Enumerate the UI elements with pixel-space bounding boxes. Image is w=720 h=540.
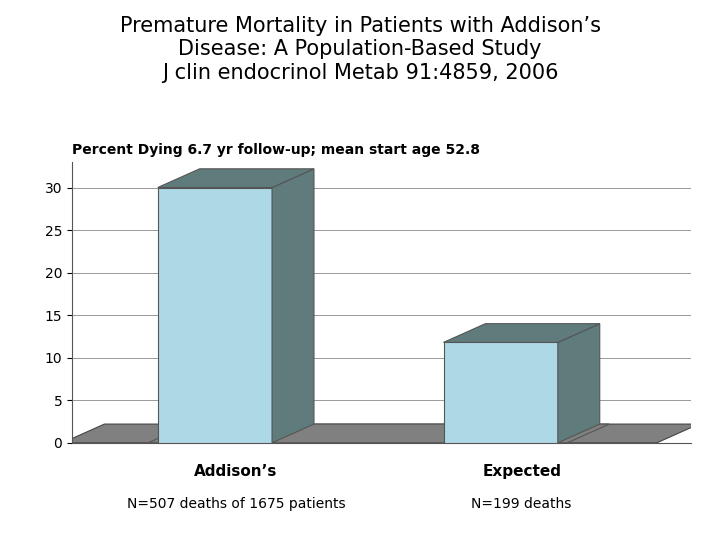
Polygon shape	[158, 187, 272, 443]
Polygon shape	[444, 323, 600, 342]
Text: Expected: Expected	[482, 464, 561, 480]
Polygon shape	[148, 424, 609, 443]
Text: Percent Dying 6.7 yr follow-up; mean start age 52.8: Percent Dying 6.7 yr follow-up; mean sta…	[72, 143, 480, 157]
Text: N=507 deaths of 1675 patients: N=507 deaths of 1675 patients	[127, 497, 345, 511]
Text: N=199 deaths: N=199 deaths	[472, 497, 572, 511]
Polygon shape	[558, 323, 600, 443]
Polygon shape	[444, 342, 558, 443]
Text: Premature Mortality in Patients with Addison’s
Disease: A Population-Based Study: Premature Mortality in Patients with Add…	[120, 16, 600, 83]
Polygon shape	[158, 169, 314, 187]
Polygon shape	[272, 169, 314, 443]
Text: Addison’s: Addison’s	[194, 464, 277, 480]
Polygon shape	[63, 424, 699, 443]
